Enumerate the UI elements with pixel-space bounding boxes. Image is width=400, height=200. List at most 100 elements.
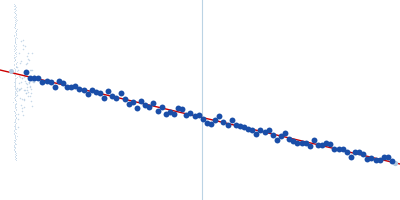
Point <box>12 27 18 30</box>
Point <box>12 104 19 107</box>
Point <box>11 31 18 34</box>
Point <box>12 125 18 128</box>
Point <box>11 144 18 147</box>
Point <box>26 80 33 83</box>
Point <box>290 139 296 143</box>
Point <box>22 45 28 48</box>
Point <box>29 68 36 72</box>
Point <box>12 125 18 129</box>
Point <box>12 67 18 71</box>
Point <box>12 145 19 148</box>
Point <box>14 87 20 90</box>
Point <box>80 89 87 92</box>
Point <box>10 96 17 100</box>
Point <box>25 95 32 98</box>
Point <box>28 69 34 72</box>
Point <box>16 52 23 55</box>
Point <box>12 71 18 75</box>
Point <box>30 74 37 77</box>
Point <box>12 114 18 117</box>
Point <box>13 112 19 115</box>
Point <box>29 105 36 108</box>
Point <box>11 33 18 36</box>
Point <box>298 142 305 145</box>
Point <box>12 46 18 49</box>
Point <box>26 68 33 72</box>
Point <box>16 74 22 78</box>
Point <box>11 44 18 47</box>
Point <box>12 137 19 140</box>
Point <box>12 97 18 100</box>
Point <box>13 31 19 35</box>
Point <box>14 66 20 69</box>
Point <box>344 150 350 154</box>
Point <box>249 128 255 132</box>
Point <box>12 152 18 155</box>
Point <box>12 54 19 57</box>
Point <box>12 69 18 72</box>
Point <box>29 77 35 80</box>
Point <box>97 91 103 94</box>
Point <box>13 66 19 69</box>
Point <box>10 129 17 133</box>
Point <box>335 147 342 150</box>
Point <box>11 80 17 83</box>
Point <box>12 22 19 25</box>
Point <box>15 113 21 116</box>
Point <box>12 17 19 20</box>
Point <box>19 76 25 79</box>
Point <box>253 132 260 135</box>
Point <box>13 100 19 103</box>
Point <box>24 82 30 85</box>
Point <box>13 132 19 135</box>
Point <box>348 155 354 158</box>
Point <box>21 106 27 109</box>
Point <box>25 90 31 93</box>
Point <box>11 7 18 10</box>
Point <box>30 78 36 81</box>
Point <box>11 11 18 14</box>
Point <box>30 80 36 83</box>
Point <box>12 158 18 161</box>
Point <box>20 38 26 41</box>
Point <box>13 53 20 56</box>
Point <box>274 138 280 141</box>
Point <box>12 46 19 49</box>
Point <box>22 91 29 95</box>
Point <box>12 118 18 121</box>
Point <box>11 10 17 13</box>
Point <box>14 75 20 79</box>
Point <box>18 80 24 83</box>
Point <box>72 85 78 88</box>
Point <box>18 87 24 90</box>
Point <box>11 67 18 70</box>
Point <box>11 84 17 87</box>
Point <box>12 40 19 43</box>
Point <box>21 89 28 92</box>
Point <box>28 99 34 103</box>
Point <box>14 89 20 92</box>
Point <box>15 126 21 129</box>
Point <box>12 150 18 153</box>
Point <box>24 86 30 89</box>
Point <box>18 76 25 79</box>
Point <box>13 108 19 111</box>
Point <box>28 80 35 83</box>
Point <box>20 113 26 116</box>
Point <box>12 147 18 150</box>
Point <box>150 102 157 105</box>
Point <box>12 77 18 80</box>
Point <box>306 144 313 147</box>
Point <box>30 80 36 83</box>
Point <box>16 87 22 90</box>
Point <box>12 104 18 108</box>
Point <box>12 136 18 140</box>
Point <box>12 39 18 42</box>
Point <box>35 76 42 80</box>
Point <box>30 75 36 78</box>
Point <box>23 91 29 95</box>
Point <box>22 79 28 82</box>
Point <box>208 122 214 126</box>
Point <box>13 106 19 109</box>
Point <box>12 98 18 101</box>
